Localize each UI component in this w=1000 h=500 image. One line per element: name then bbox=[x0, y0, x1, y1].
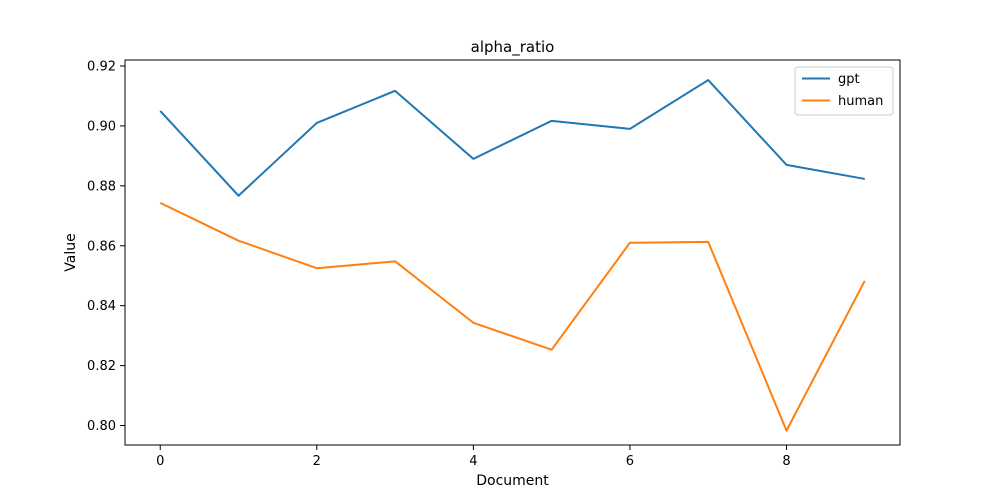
x-axis-ticks: 0 2 4 6 8 bbox=[156, 445, 791, 469]
y-tick-label: 0.82 bbox=[87, 359, 116, 374]
series-line-gpt bbox=[159, 79, 865, 197]
y-tick-label: 0.84 bbox=[87, 299, 116, 314]
y-tick-label: 0.88 bbox=[87, 179, 116, 194]
chart-title: alpha_ratio bbox=[471, 38, 555, 57]
x-tick-label: 2 bbox=[313, 454, 321, 469]
y-tick-label: 0.80 bbox=[87, 419, 116, 434]
y-tick-label: 0.90 bbox=[87, 119, 116, 134]
x-tick-label: 6 bbox=[626, 454, 634, 469]
y-tick-label: 0.86 bbox=[87, 239, 116, 254]
x-tick-label: 0 bbox=[156, 454, 164, 469]
legend: gpt human bbox=[794, 66, 894, 116]
series-line-human bbox=[159, 202, 866, 432]
y-axis-label: Value bbox=[63, 233, 79, 271]
y-tick-label: 0.92 bbox=[87, 59, 116, 74]
plot-area bbox=[125, 60, 900, 445]
x-axis-label: Document bbox=[476, 473, 549, 489]
x-tick-label: 8 bbox=[782, 454, 790, 469]
plot-frame bbox=[124, 59, 901, 446]
x-tick-label: 4 bbox=[469, 454, 477, 469]
series-lines bbox=[159, 79, 866, 432]
y-axis-ticks: 0.80 0.82 0.84 0.86 0.88 0.90 0.92 bbox=[87, 59, 125, 434]
legend-label-gpt: gpt bbox=[838, 72, 860, 87]
legend-label-human: human bbox=[838, 94, 883, 109]
